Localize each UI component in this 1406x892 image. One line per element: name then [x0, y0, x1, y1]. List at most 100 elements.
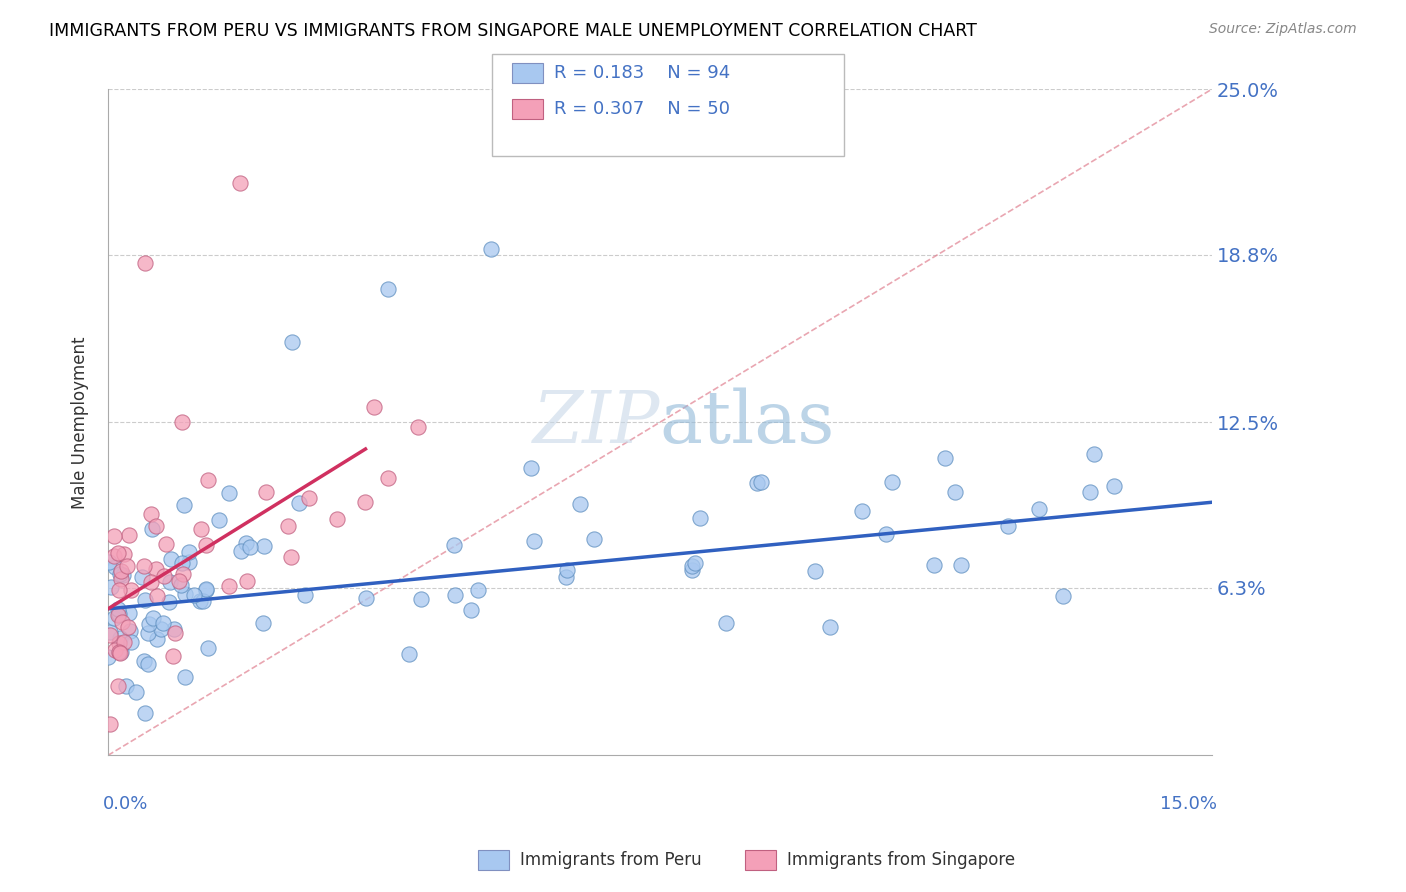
Immigrants from Singapore — [153, 568, 176, 582]
Immigrants from Peru — [443, 537, 465, 551]
Immigrants from Singapore — [254, 484, 277, 499]
Immigrants from Singapore — [139, 507, 162, 521]
Immigrants from Peru — [141, 522, 163, 536]
Immigrants from Peru — [173, 670, 195, 684]
Immigrants from Peru — [191, 594, 214, 608]
Immigrants from Peru — [875, 526, 897, 541]
Immigrants from Peru — [934, 450, 956, 465]
Immigrants from Peru — [682, 564, 704, 578]
Immigrants from Singapore — [118, 528, 141, 542]
Immigrants from Singapore — [162, 649, 184, 664]
Immigrants from Peru — [409, 592, 432, 607]
Immigrants from Singapore — [111, 615, 134, 629]
Immigrants from Peru — [107, 607, 129, 622]
Immigrants from Peru — [745, 475, 768, 490]
Immigrants from Singapore — [98, 628, 121, 642]
Immigrants from Singapore — [377, 471, 399, 485]
Immigrants from Peru — [714, 616, 737, 631]
Immigrants from Singapore — [108, 583, 131, 598]
Immigrants from Singapore — [298, 491, 321, 505]
Immigrants from Singapore — [107, 546, 129, 560]
Immigrants from Peru — [253, 539, 276, 553]
Text: 15.0%: 15.0% — [1160, 796, 1218, 814]
Immigrants from Singapore — [98, 717, 121, 731]
Immigrants from Peru — [568, 497, 591, 511]
Immigrants from Singapore — [121, 582, 143, 597]
Immigrants from Peru — [194, 583, 217, 598]
Immigrants from Peru — [98, 624, 121, 639]
Immigrants from Singapore — [115, 559, 138, 574]
Immigrants from Peru — [157, 594, 180, 608]
Immigrants from Peru — [582, 533, 605, 547]
Immigrants from Peru — [98, 555, 121, 569]
Immigrants from Peru — [110, 645, 132, 659]
Immigrants from Peru — [131, 570, 153, 584]
Immigrants from Peru — [134, 592, 156, 607]
Immigrants from Singapore — [363, 400, 385, 414]
Immigrants from Peru — [208, 513, 231, 527]
Immigrants from Singapore — [197, 473, 219, 487]
Immigrants from Peru — [103, 610, 125, 624]
Immigrants from Peru — [136, 626, 159, 640]
Immigrants from Peru — [922, 558, 945, 573]
Immigrants from Peru — [1078, 485, 1101, 500]
Immigrants from Peru — [950, 558, 973, 572]
Immigrants from Peru — [943, 484, 966, 499]
Immigrants from Peru — [1052, 589, 1074, 603]
Immigrants from Singapore — [145, 519, 167, 533]
Immigrants from Peru — [120, 624, 142, 638]
Immigrants from Peru — [218, 486, 240, 500]
Immigrants from Peru — [120, 635, 142, 649]
Text: R = 0.307    N = 50: R = 0.307 N = 50 — [554, 100, 730, 118]
Immigrants from Peru — [377, 282, 399, 296]
Immigrants from Peru — [159, 574, 181, 589]
Immigrants from Singapore — [103, 549, 125, 563]
Immigrants from Peru — [150, 622, 173, 636]
Immigrants from Peru — [851, 504, 873, 518]
Text: IMMIGRANTS FROM PERU VS IMMIGRANTS FROM SINGAPORE MALE UNEMPLOYMENT CORRELATION : IMMIGRANTS FROM PERU VS IMMIGRANTS FROM … — [49, 22, 977, 40]
Immigrants from Singapore — [145, 562, 167, 576]
Immigrants from Singapore — [155, 537, 177, 551]
Immigrants from Peru — [818, 620, 841, 634]
Immigrants from Singapore — [277, 519, 299, 533]
Immigrants from Peru — [97, 649, 120, 664]
Immigrants from Peru — [142, 610, 165, 624]
Immigrants from Singapore — [170, 416, 193, 430]
Immigrants from Peru — [160, 552, 183, 566]
Immigrants from Peru — [172, 557, 194, 571]
Immigrants from Singapore — [172, 566, 194, 581]
Immigrants from Singapore — [107, 679, 129, 693]
Immigrants from Singapore — [218, 579, 240, 593]
Immigrants from Peru — [520, 461, 543, 475]
Immigrants from Peru — [523, 533, 546, 548]
Immigrants from Singapore — [354, 495, 377, 509]
Immigrants from Singapore — [326, 512, 349, 526]
Immigrants from Peru — [114, 679, 136, 693]
Immigrants from Peru — [444, 588, 467, 602]
Immigrants from Singapore — [110, 564, 132, 578]
Immigrants from Peru — [134, 654, 156, 668]
Immigrants from Peru — [163, 623, 186, 637]
Immigrants from Peru — [554, 570, 576, 584]
Immigrants from Peru — [108, 645, 131, 659]
Immigrants from Singapore — [108, 646, 131, 660]
Immigrants from Peru — [136, 657, 159, 671]
Immigrants from Singapore — [134, 558, 156, 573]
Immigrants from Peru — [555, 562, 578, 576]
Immigrants from Peru — [229, 544, 252, 558]
Immigrants from Peru — [118, 606, 141, 620]
Immigrants from Singapore — [117, 620, 139, 634]
Immigrants from Peru — [173, 499, 195, 513]
Immigrants from Peru — [174, 587, 197, 601]
Immigrants from Singapore — [145, 589, 167, 603]
Text: Source: ZipAtlas.com: Source: ZipAtlas.com — [1209, 22, 1357, 37]
Immigrants from Peru — [108, 567, 131, 582]
Immigrants from Singapore — [134, 255, 156, 269]
Immigrants from Peru — [100, 580, 122, 594]
Immigrants from Singapore — [163, 626, 186, 640]
Immigrants from Singapore — [110, 572, 132, 586]
Text: Immigrants from Peru: Immigrants from Peru — [520, 851, 702, 869]
Immigrants from Peru — [197, 641, 219, 656]
Immigrants from Peru — [997, 519, 1019, 533]
Immigrants from Peru — [880, 475, 903, 489]
